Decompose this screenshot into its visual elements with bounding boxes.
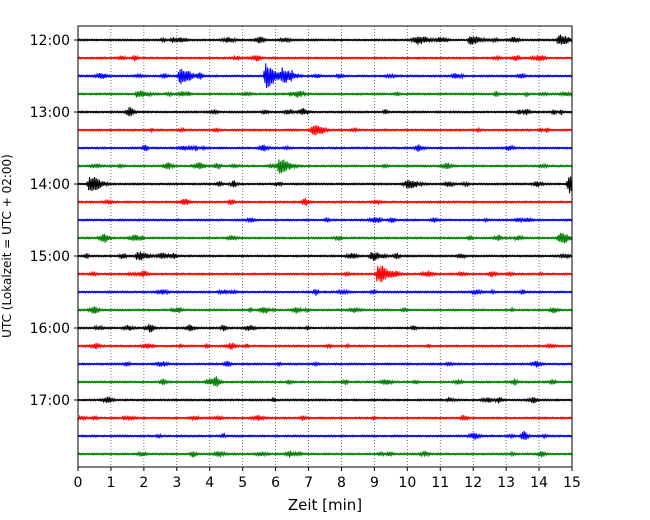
y-tick-label: 15:00 — [30, 249, 70, 265]
y-tick-label: 12:00 — [30, 33, 70, 49]
x-tick-label: 13 — [497, 475, 515, 491]
x-axis-label: Zeit [min] — [288, 496, 362, 514]
plot-frame — [77, 25, 573, 468]
x-tick-label: 1 — [106, 475, 115, 491]
y-axis-ticks: 12:00 13:00 14:00 15:00 16:00 17:00 — [30, 33, 78, 409]
y-axis-label: UTC (Lokalzeit = UTC + 02:00) — [0, 154, 14, 338]
seismic-traces — [77, 34, 573, 458]
x-tick-label: 3 — [172, 475, 181, 491]
x-tick-label: 0 — [74, 475, 83, 491]
x-tick-label: 6 — [271, 475, 280, 491]
x-tick-label: 10 — [398, 475, 416, 491]
x-tick-label: 5 — [238, 475, 247, 491]
y-tick-label: 13:00 — [30, 105, 70, 121]
y-tick-label: 16:00 — [30, 321, 70, 337]
x-tick-label: 7 — [304, 475, 313, 491]
x-tick-label: 12 — [464, 475, 482, 491]
trace-row — [77, 288, 573, 296]
x-tick-label: 2 — [139, 475, 148, 491]
x-tick-label: 4 — [205, 475, 214, 491]
x-tick-label: 8 — [337, 475, 346, 491]
y-tick-label: 17:00 — [30, 393, 70, 409]
y-tick-label: 14:00 — [30, 177, 70, 193]
trace-row — [77, 396, 573, 404]
x-tick-label: 15 — [563, 475, 581, 491]
x-axis-ticks: 0 1 2 3 4 5 6 7 8 9 10 11 12 13 14 15 — [74, 467, 581, 491]
x-tick-label: 9 — [370, 475, 379, 491]
x-tick-label: 14 — [530, 475, 548, 491]
x-tick-label: 11 — [431, 475, 449, 491]
